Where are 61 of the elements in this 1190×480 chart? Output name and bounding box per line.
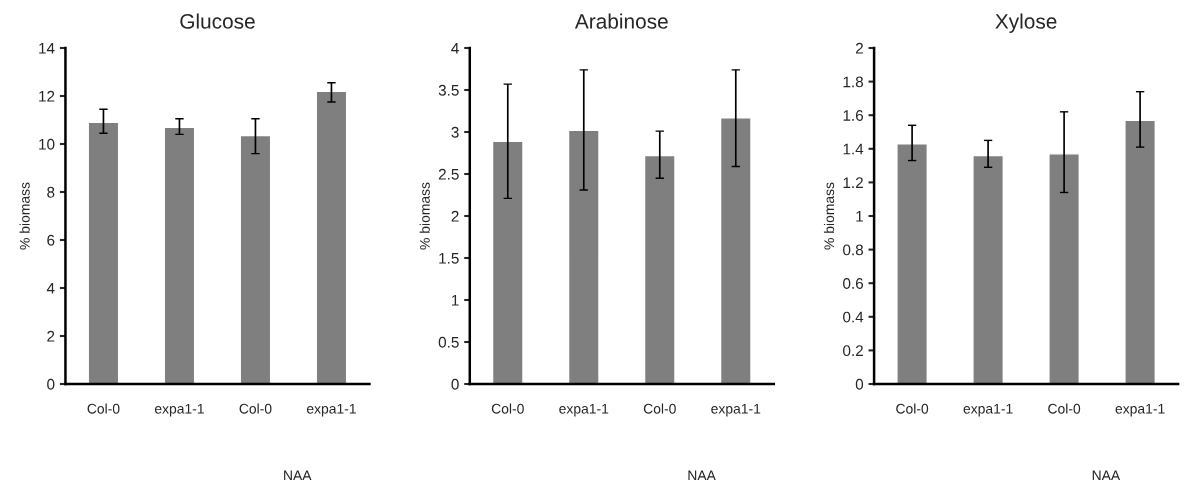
x-tick-label: expa1-1 xyxy=(963,403,1013,417)
x-tick-label: expa1-1 xyxy=(154,403,204,417)
y-tick-label: 6 xyxy=(47,234,55,246)
bar xyxy=(163,126,196,384)
y-tick-label: 1 xyxy=(452,295,459,306)
bar xyxy=(315,90,348,384)
y-tick-label: 0 xyxy=(47,378,55,390)
y-tick-label: 2.5 xyxy=(438,168,459,180)
bar xyxy=(1124,119,1156,384)
y-tick-label: 2 xyxy=(855,42,863,54)
bar xyxy=(972,154,1004,384)
y-tick-label: 4 xyxy=(46,283,55,294)
y-tick-label: 14 xyxy=(39,43,55,54)
y-tick-label: 0 xyxy=(855,378,864,390)
text: NAA xyxy=(688,470,716,480)
y-tick-label: 1.5 xyxy=(439,253,459,264)
y-tick-label: 2 xyxy=(451,210,459,222)
text: NAA xyxy=(284,470,312,480)
y-tick-label: 1 xyxy=(856,211,863,222)
chart-title: Xylose xyxy=(995,13,1057,33)
x-tick-label: expa1-1 xyxy=(306,403,356,417)
x-tick-label: expa1-1 xyxy=(559,403,609,417)
y-tick-label: 12 xyxy=(39,90,55,102)
bar xyxy=(896,143,928,384)
x-tick-label: Col-0 xyxy=(239,403,272,414)
y-tick-label: 0.8 xyxy=(843,244,864,256)
chart-title: Glucose xyxy=(180,13,255,29)
x-tick-label: Col-0 xyxy=(896,403,929,414)
chart-title: Arabinose xyxy=(574,13,668,29)
bar xyxy=(567,129,600,384)
y-axis-title: % biomass xyxy=(419,182,430,250)
bar xyxy=(239,134,272,384)
y-tick-label: 10 xyxy=(39,138,55,150)
y-tick-label: 3.5 xyxy=(438,84,459,96)
bar xyxy=(491,140,524,384)
y-tick-label: 1.6 xyxy=(843,110,864,121)
x-tick-label: Col-0 xyxy=(643,403,676,414)
bar xyxy=(719,117,752,384)
bar xyxy=(1048,153,1080,384)
y-tick-label: 0.4 xyxy=(843,311,864,323)
y-tick-label: 2 xyxy=(47,330,55,342)
y-axis-title: % biomass xyxy=(823,182,835,250)
y-tick-label: 0.2 xyxy=(843,345,863,357)
x-tick-label: Col-0 xyxy=(491,403,524,414)
y-tick-label: 0.5 xyxy=(438,336,459,348)
y-tick-label: 3 xyxy=(451,126,459,138)
text: NAA xyxy=(1092,470,1121,480)
y-axis-title: % biomass xyxy=(19,182,30,250)
x-tick-label: expa1-1 xyxy=(711,403,761,417)
x-tick-label: Col-0 xyxy=(1048,403,1081,414)
y-tick-label: 1.2 xyxy=(843,177,863,188)
bar xyxy=(87,121,120,384)
y-tick-label: 1.8 xyxy=(843,76,864,88)
y-tick-label: 0.6 xyxy=(843,278,864,289)
x-tick-label: Col-0 xyxy=(87,403,120,414)
y-tick-label: 1.4 xyxy=(843,143,864,155)
y-tick-label: 0 xyxy=(451,378,459,390)
x-tick-label: expa1-1 xyxy=(1115,403,1165,417)
y-tick-label: 4 xyxy=(451,43,459,54)
y-tick-label: 8 xyxy=(47,186,55,198)
bar xyxy=(643,154,676,384)
